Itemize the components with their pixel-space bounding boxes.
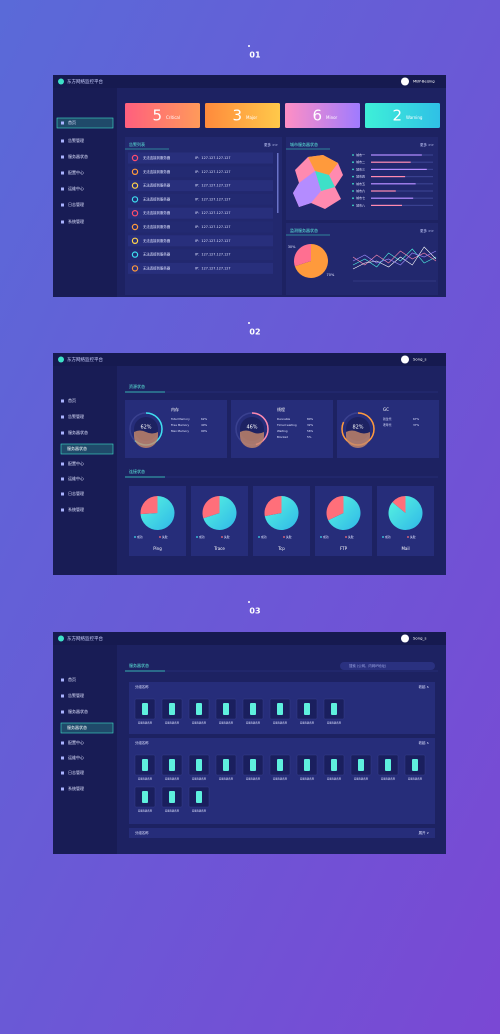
thumbnail xyxy=(52,352,447,576)
section-label: 02 xyxy=(249,328,260,337)
section-dot xyxy=(248,601,250,603)
section-dot xyxy=(248,322,250,324)
thumbnail xyxy=(52,631,447,855)
thumbnail xyxy=(52,74,447,298)
section-label: 01 xyxy=(249,51,261,60)
section-dot xyxy=(248,45,250,47)
section-label: 03 xyxy=(249,607,260,616)
